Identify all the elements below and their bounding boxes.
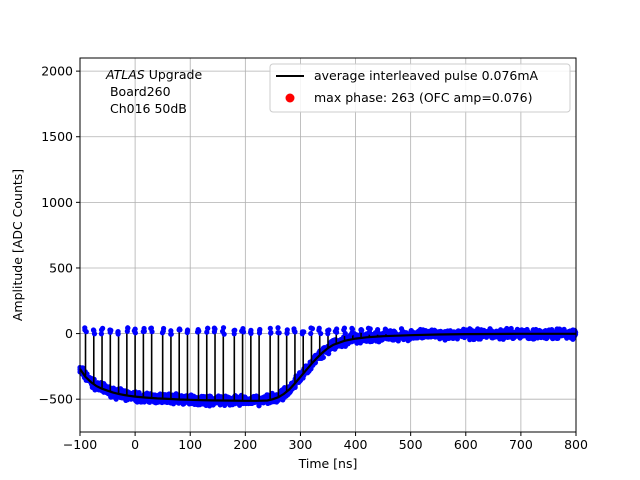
spike-sample-point [107,327,113,333]
spike-sample-point [148,325,154,331]
spike-sample-point [160,325,167,332]
spike-sample-point [275,325,281,331]
spike-sample-point [247,329,254,335]
spike-sample-point [268,329,274,336]
x-tick-label: 800 [564,437,588,452]
spike-sample-point [176,326,183,332]
x-tick-label: −100 [63,437,97,452]
x-tick-label: 400 [344,437,368,452]
spike-sample-point [408,328,414,334]
plot-frame [79,57,577,433]
spike-sample-point [240,329,247,335]
spike-sample-point [184,329,190,336]
x-tick-label: 300 [289,437,313,452]
y-tick-label: 0 [65,326,73,341]
spike-sample-point [221,331,227,337]
legend-box [269,63,571,113]
x-tick-label: 700 [509,437,533,452]
spike-sample-point [98,327,105,333]
spike-sample-point [382,326,388,332]
spike-sample-point [342,330,348,337]
spike-sample-point [256,330,263,336]
y-tick-label: 1000 [41,195,73,210]
legend-marker-swatch [285,93,295,103]
x-tick-label: 600 [454,437,478,452]
axis-ticks: −100 0 100 200 300 400 500 600 700 800 −500 0 500 100… [39,64,588,452]
sample-point [275,397,281,403]
spike-sample-point [168,331,174,337]
sample-point [326,351,332,357]
spike-sample-point [195,327,201,333]
spike-sample-point [292,329,298,335]
average-pulse-layer [79,332,576,402]
spike-sample-point [115,328,121,335]
spike-sample-point [309,326,316,332]
legend-entry-max-phase: max phase: 263 (OFC amp=0.076) [314,90,532,105]
spike-sample-point [231,331,237,337]
pulse-spikes-layer [82,325,415,401]
spike-sample-point [141,325,147,332]
spike-sample-point [98,331,105,337]
spike-sample-point [82,325,88,331]
sample-point [395,338,401,344]
x-tick-label: 200 [233,437,257,452]
atlas-annotation: ATLAS Upgrade Board260 Ch016 50dB [105,67,202,116]
spike-sample-point [301,329,307,335]
spike-sample-point [399,329,405,335]
y-tick-label: 1500 [41,129,73,144]
annotation-line-2: Board260 [106,84,171,99]
spike-sample-point [318,330,324,337]
x-axis-label: Time [ns] [298,456,358,471]
x-tick-label: 500 [399,437,423,452]
spike-sample-point [316,325,322,331]
spike-sample-point [125,325,131,331]
spike-sample-point [374,328,380,335]
spike-sample-point [349,330,355,336]
spike-sample-point [390,329,396,336]
annotation-upgrade: Upgrade [145,67,203,82]
y-axis-label: Amplitude [ADC Counts] [10,169,25,321]
spike-sample-point [334,326,340,332]
spike-sample-point [359,327,365,333]
spike-sample-point [284,327,290,333]
legend: average interleaved pulse 0.076mA max ph… [269,63,571,113]
average-pulse-line [79,332,576,402]
x-tick-label: 0 [131,437,139,452]
spike-sample-point [366,329,373,335]
annotation-line-1: ATLAS Upgrade [105,67,202,82]
annotation-atlas: ATLAS [105,67,145,82]
spike-sample-point [211,329,218,335]
spike-sample-point [326,327,332,333]
spike-sample-point [204,329,210,335]
spike-sample-point [91,331,98,337]
spike-sample-point [205,325,211,331]
spike-sample-point [365,325,372,331]
y-tick-label: 500 [49,260,73,275]
spike-sample-point [267,325,273,331]
spike-sample-point [132,326,138,332]
legend-entry-average-pulse: average interleaved pulse 0.076mA [314,68,539,83]
x-tick-label: 100 [178,437,202,452]
spike-sample-point [275,329,281,336]
y-tick-label: −500 [39,392,73,407]
y-tick-label: 2000 [41,64,73,79]
annotation-line-3: Ch016 50dB [106,101,187,116]
spike-sample-point [308,330,314,337]
spike-sample-point [132,330,138,336]
sample-point [320,354,326,361]
